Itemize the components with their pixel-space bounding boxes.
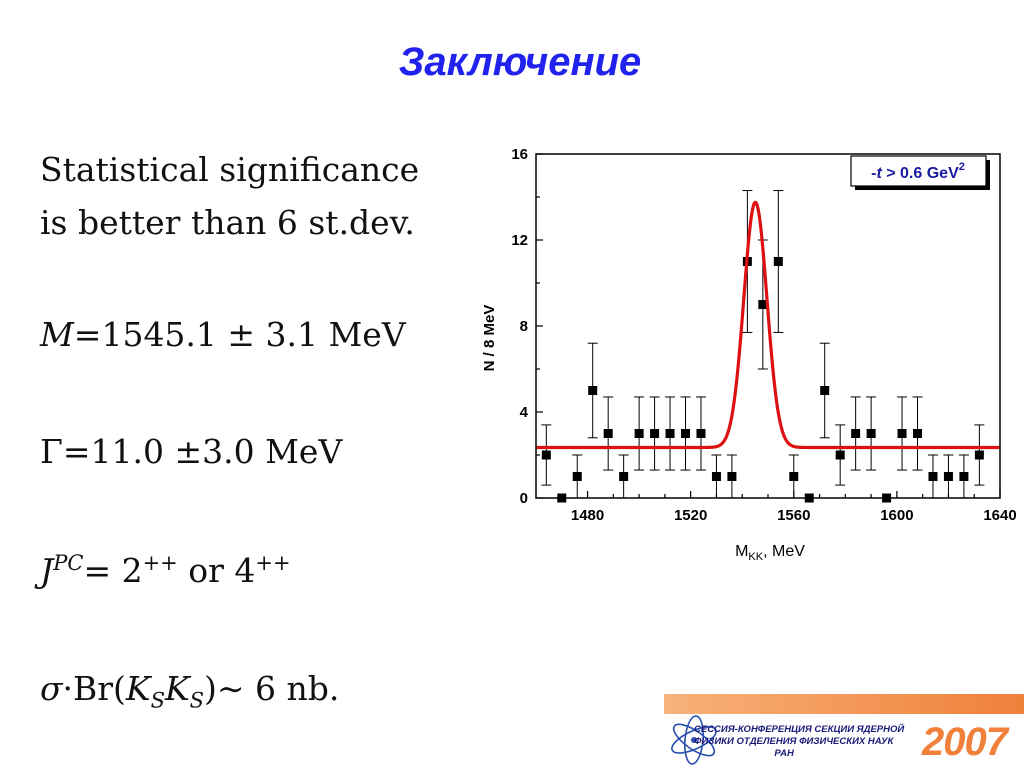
jpc-eq: = 2: [83, 551, 143, 590]
jpc-superscript: PC: [53, 551, 84, 575]
data-point: [866, 396, 877, 471]
data-point: [680, 396, 691, 471]
mass-spectrum-chart: 1480 1520 1560 1600 1640 0 4 8 12 16 -t > 0.6 GeV…: [481, 146, 1017, 563]
mass-symbol: M: [40, 315, 74, 354]
data-point: [618, 454, 629, 499]
data-marker: [820, 386, 830, 395]
logo-line-2: ФИЗИКИ ОТДЕЛЕНИЯ ФИЗИЧЕСКИХ НАУК: [694, 736, 894, 747]
width-statement: Γ=11.0 ±3.0 MeV: [40, 432, 343, 471]
data-point: [711, 454, 722, 499]
br-text: ·Br(: [62, 669, 126, 708]
data-marker: [541, 450, 551, 460]
k-symbol-2: K: [164, 669, 190, 708]
mass-statement: M=1545.1 ± 3.1 MeV: [40, 318, 406, 351]
data-point: [572, 454, 583, 499]
data-point: [603, 396, 614, 471]
sigma-symbol: σ: [40, 669, 63, 708]
data-point: [541, 424, 552, 486]
y-tick-label: 16: [511, 146, 528, 163]
data-point: [649, 396, 660, 471]
cross-section-statement: σ·Br(KSKS)∼ 6 nb.: [40, 669, 340, 711]
x-tick-label: 1640: [983, 507, 1016, 524]
jpc-sup-2: ++: [255, 551, 291, 575]
data-marker: [665, 429, 675, 438]
fit-curve: [536, 200, 1000, 450]
y-tick-label: 8: [520, 318, 528, 335]
data-marker: [897, 429, 907, 438]
data-point: [726, 454, 737, 499]
data-marker: [913, 429, 923, 438]
data-marker: [634, 429, 644, 438]
conference-logo: СЕССИЯ-КОНФЕРЕНЦИЯ СЕКЦИИ ЯДЕРНОЙ ФИЗИКИ…: [664, 694, 1024, 768]
data-marker: [928, 472, 938, 481]
jpc-or: or 4: [177, 551, 256, 590]
legend: -t > 0.6 GeV2: [850, 155, 990, 190]
cross-section-value: )∼ 6 nb.: [204, 669, 340, 708]
x-tick-label: 1600: [880, 507, 913, 524]
s-subscript-1: S: [150, 688, 165, 713]
data-marker: [588, 386, 598, 395]
data-point: [835, 424, 846, 486]
x-tick-label: 1480: [571, 507, 604, 524]
data-marker: [851, 429, 861, 438]
x-tick-label: 1560: [777, 507, 810, 524]
data-point: [927, 454, 938, 499]
jpc-sup-1: ++: [142, 551, 178, 575]
s-subscript-2: S: [189, 688, 205, 713]
data-point: [897, 396, 908, 471]
y-tick-label: 0: [520, 490, 528, 507]
jpc-statement: JPC= 2++ or 4++: [40, 551, 291, 590]
data-marker: [758, 300, 768, 309]
x-tick-label: 1520: [674, 507, 707, 524]
data-point: [943, 454, 954, 499]
y-tick-label: 4: [520, 404, 529, 421]
data-marker: [711, 472, 721, 481]
data-point: [819, 342, 830, 439]
logo-text: СЕССИЯ-КОНФЕРЕНЦИЯ СЕКЦИИ ЯДЕРНОЙ ФИЗИКИ…: [694, 724, 904, 760]
data-marker: [650, 429, 660, 438]
data-marker: [681, 429, 691, 438]
data-point: [958, 454, 969, 499]
data-marker: [789, 472, 799, 481]
data-marker: [835, 450, 845, 460]
data-marker: [727, 472, 737, 481]
k-symbol-1: K: [125, 669, 151, 708]
data-marker: [696, 429, 706, 438]
data-marker: [943, 472, 953, 481]
significance-line-2: is better than 6 st.dev.: [40, 203, 415, 242]
data-marker: [619, 472, 629, 481]
logo-band: [664, 694, 1024, 714]
data-point: [974, 424, 985, 486]
data-marker: [974, 450, 984, 460]
logo-year: 2007: [922, 720, 1008, 764]
y-tick-label: 12: [511, 232, 528, 249]
data-point: [773, 190, 784, 333]
data-point: [587, 342, 598, 439]
jpc-symbol: J: [40, 551, 54, 590]
data-marker: [603, 429, 613, 438]
mass-value: =1545.1 ± 3.1 MeV: [73, 315, 406, 354]
logo-line-1: СЕССИЯ-КОНФЕРЕНЦИЯ СЕКЦИИ ЯДЕРНОЙ: [694, 724, 905, 735]
data-point: [850, 396, 861, 471]
data-point: [912, 396, 923, 471]
data-marker: [866, 429, 876, 438]
x-axis-label: MKK, MeV: [735, 543, 805, 563]
legend-label: -t > 0.6 GeV2: [871, 161, 965, 182]
slide-title: Заключение: [398, 40, 642, 84]
y-axis-label: N / 8 MeV: [481, 305, 498, 372]
data-marker: [572, 472, 582, 481]
data-marker: [773, 257, 783, 266]
atom-icon: [671, 715, 717, 765]
data-point: [665, 396, 676, 471]
data-point: [695, 396, 706, 471]
significance-line-1: Statistical significance: [40, 150, 420, 189]
logo-line-3: РАН: [774, 748, 794, 759]
data-marker: [959, 472, 969, 481]
data-point: [634, 396, 645, 471]
